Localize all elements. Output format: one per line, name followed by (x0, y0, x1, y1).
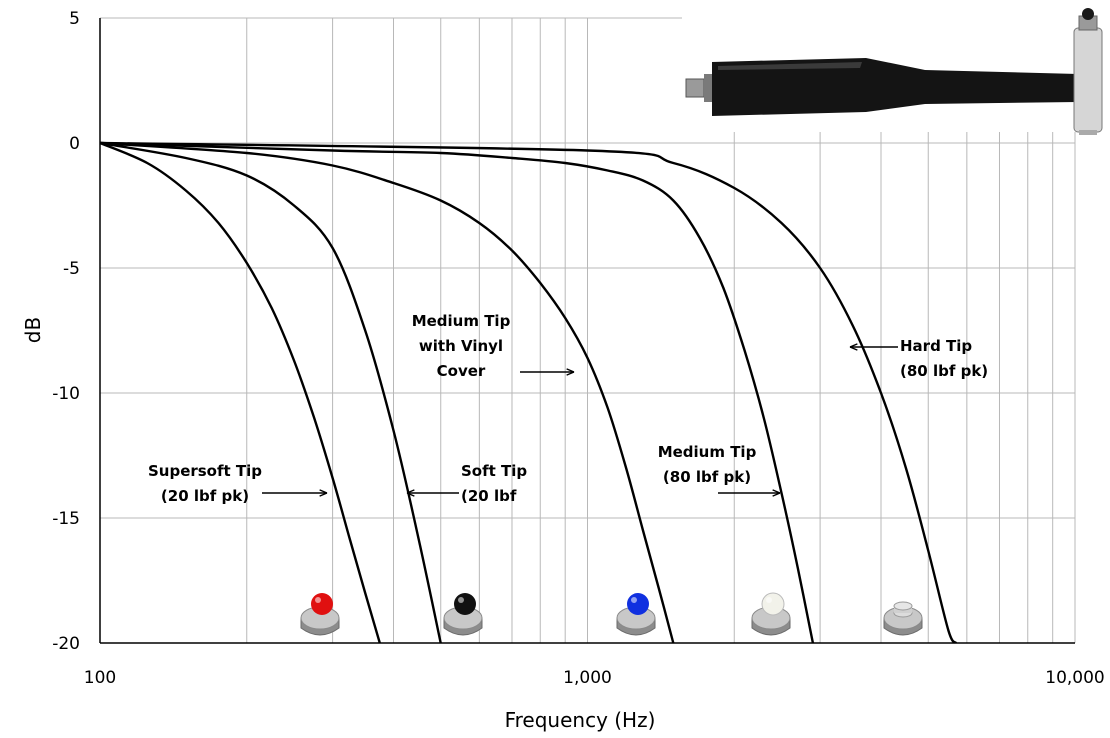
series-label-hard: Hard Tip (900, 337, 972, 355)
series-label-vinyl: Medium Tip (412, 312, 511, 330)
x-axis-label: Frequency (Hz) (505, 708, 656, 732)
series-label-hard: (80 lbf pk) (900, 362, 988, 380)
y-tick-label: -10 (52, 384, 80, 404)
series-line-medium (99, 141, 815, 644)
axes: 100 1,000 10,000 5 0 -5 -10 -15 -20 Frequency (Hz… (21, 9, 1105, 732)
tip-supersoft-icon (300, 593, 340, 636)
tip-icons (300, 592, 923, 636)
impact-hammer-icon (685, 8, 1103, 135)
tip-soft-icon (443, 593, 483, 636)
tip-medium-icon (751, 592, 791, 636)
x-tick-label: 100 (84, 668, 116, 688)
series-label-medium: (80 lbf pk) (663, 468, 751, 486)
y-tick-label: -20 (52, 634, 80, 654)
series-label-soft: (20 lbf (461, 487, 517, 505)
series-label-medium: Medium Tip (658, 443, 757, 461)
annotations: Supersoft Tip (20 lbf pk) Soft Tip (20 lbf M… (148, 312, 988, 505)
arrowhead-hard (849, 343, 858, 351)
y-axis-label: dB (21, 317, 45, 343)
arrowhead-soft (406, 489, 415, 497)
tip-vinyl-icon (616, 593, 656, 636)
series-label-vinyl: with Vinyl (419, 337, 503, 355)
x-tick-label: 10,000 (1045, 668, 1104, 688)
tip-hard-icon (883, 601, 923, 636)
series-line-hard (99, 141, 958, 644)
series-line-soft (99, 141, 442, 644)
arrowhead-vinyl (566, 368, 575, 376)
series-label-soft: Soft Tip (461, 462, 527, 480)
arrowhead-medium (772, 489, 781, 497)
y-tick-label: -5 (63, 259, 80, 279)
series-label-vinyl: Cover (437, 362, 486, 380)
series (99, 141, 958, 644)
arrowhead-supersoft (319, 489, 328, 497)
series-line-supersoft (99, 141, 381, 644)
series-label-supersoft: Supersoft Tip (148, 462, 262, 480)
series-line-vinyl (99, 141, 675, 644)
series-label-supersoft: (20 lbf pk) (161, 487, 249, 505)
x-tick-label: 1,000 (563, 668, 612, 688)
y-tick-label: 5 (69, 9, 80, 29)
y-tick-label: -15 (52, 509, 80, 529)
y-tick-label: 0 (69, 134, 80, 154)
